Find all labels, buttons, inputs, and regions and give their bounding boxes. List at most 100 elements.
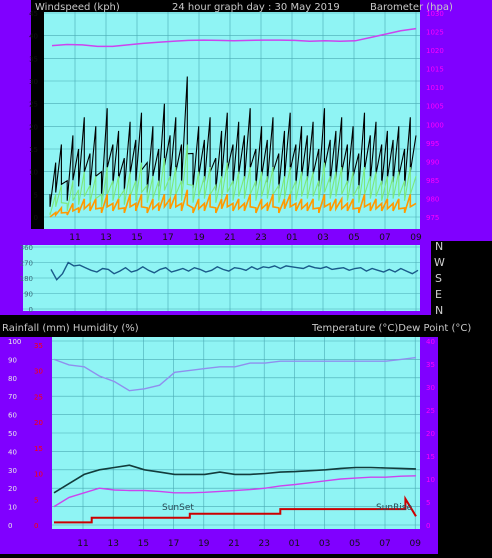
top-left-tick: 10 <box>29 169 38 177</box>
mid-series <box>50 261 419 281</box>
top-right-tick: 1010 <box>426 84 444 92</box>
top-x-tick: 17 <box>162 233 173 243</box>
bottom-left-title: Rainfall (mm) Humidity (%) <box>2 323 139 334</box>
bottom-rain-tick: 20 <box>34 419 43 427</box>
bottom-x-tick: 03 <box>319 539 330 549</box>
bottom-right-tick: 10 <box>426 476 435 484</box>
top-right-tick: 1005 <box>426 103 444 111</box>
top-bottom-frame <box>0 229 492 241</box>
bottom-x-tick: 09 <box>409 539 421 549</box>
bottom-x-tick: 07 <box>379 539 390 549</box>
top-x-tick: 01 <box>286 233 297 243</box>
top-right-tick: 1000 <box>426 121 444 129</box>
bottom-rain-tick: 10 <box>34 471 43 479</box>
top-x-tick: 23 <box>255 233 266 243</box>
top-x-tick: 09 <box>410 233 422 243</box>
top-left-title: Windspeed (kph) <box>35 2 120 13</box>
top-center-title: 24 hour graph day : 30 May 2019 <box>172 2 340 13</box>
bottom-series <box>53 356 417 524</box>
top-right-tick: 985 <box>426 177 439 185</box>
bottom-x-tick: 17 <box>168 539 179 549</box>
top-x-tick: 11 <box>69 233 80 243</box>
bottom-x-tick: 15 <box>138 539 149 549</box>
bottom-left-tick: 80 <box>8 375 17 383</box>
mid-left-tick: 90 <box>24 291 33 299</box>
top-left-frame <box>0 0 31 241</box>
dewpoint-line <box>53 475 417 508</box>
mid-left-frame <box>0 241 8 315</box>
top-left-tick: 30 <box>29 78 38 86</box>
bottom-right-tick: 40 <box>426 338 435 346</box>
bottom-rain-tick: 35 <box>34 342 43 350</box>
top-right-tick: 995 <box>426 140 439 148</box>
bottom-rain-tick: 15 <box>34 445 43 453</box>
bottom-x-tick: 05 <box>349 539 360 549</box>
bottom-grid <box>52 337 420 529</box>
top-left-tick: 20 <box>29 123 38 131</box>
bottom-axes: 0102030405060708090100051015202530350510… <box>8 338 435 549</box>
top-x-tick: 05 <box>348 233 359 243</box>
bottom-rain-tick: 0 <box>34 522 38 530</box>
mid-label-frame <box>8 245 23 311</box>
compass-s: S <box>435 272 442 285</box>
bottom-left-tick: 20 <box>8 485 17 493</box>
bottom-right-tick: 5 <box>426 499 430 507</box>
mid-axes: 360 270 180 90 0 <box>20 244 33 314</box>
bottom-left-tick: 100 <box>8 338 21 346</box>
bottom-x-tick: 01 <box>289 539 300 549</box>
bottom-left-tick: 10 <box>8 504 17 512</box>
bottom-right-tick: 25 <box>426 407 435 415</box>
mid-top-frame <box>8 241 431 245</box>
bottom-right-tick: 35 <box>426 361 435 369</box>
top-left-tick: 25 <box>29 101 38 109</box>
top-left-tick: 45 <box>29 10 38 18</box>
top-x-tick: 13 <box>100 233 111 243</box>
bottom-left-tick: 40 <box>8 448 17 456</box>
bottom-left-tick: 90 <box>8 356 17 364</box>
barometer-line <box>51 27 417 48</box>
mid-right-frame <box>420 245 431 311</box>
bottom-x-tick: 11 <box>77 539 88 549</box>
bottom-rain-tick: 30 <box>34 368 43 376</box>
temperature-line <box>53 464 417 494</box>
top-left-tick: 35 <box>29 55 38 63</box>
bottom-right-tick: 15 <box>426 453 435 461</box>
top-left-tick: 5 <box>34 191 38 199</box>
mid-grid <box>23 245 420 311</box>
bottom-x-tick: 13 <box>107 539 118 549</box>
bottom-right-tick: 0 <box>426 522 430 530</box>
top-left-tick: 40 <box>29 33 38 41</box>
sunset-label: SunSet <box>162 503 194 513</box>
top-left-tick: 15 <box>29 146 38 154</box>
compass-e: E <box>435 288 442 301</box>
bottom-right-title: Temperature (°C)Dew Point (°C) <box>311 323 471 334</box>
bottom-rain-tick: 25 <box>34 393 43 401</box>
bottom-x-tick: 19 <box>198 539 210 549</box>
bottom-left-tick: 70 <box>8 393 17 401</box>
top-right-tick: 980 <box>426 195 439 203</box>
compass-n-top: N <box>435 240 443 253</box>
mid-bottom-frame <box>8 311 431 315</box>
top-x-tick: 21 <box>224 233 235 243</box>
top-x-tick: 03 <box>317 233 328 243</box>
top-x-tick: 07 <box>379 233 390 243</box>
top-right-tick: 1015 <box>426 66 444 74</box>
top-grid <box>44 12 420 229</box>
bottom-left-tick: 30 <box>8 467 17 475</box>
top-right-title: Barometer (hpa) <box>370 2 453 13</box>
bottom-right-tick: 30 <box>426 384 435 392</box>
wind-average-line <box>49 144 417 216</box>
bottom-rain-tick: 5 <box>34 496 38 504</box>
mid-left-tick: 0 <box>29 306 33 314</box>
wind-gust-line <box>49 76 417 207</box>
top-right-frame <box>420 0 492 241</box>
wind-direction-line <box>50 261 419 281</box>
top-right-tick: 1030 <box>426 10 444 18</box>
top-x-tick: 15 <box>131 233 142 243</box>
mid-left-tick: 270 <box>20 260 33 268</box>
humidity-line <box>53 356 417 392</box>
bottom-left-tick: 0 <box>8 522 12 530</box>
mid-left-tick: 180 <box>20 275 33 283</box>
